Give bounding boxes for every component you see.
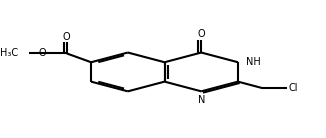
Text: Cl: Cl (289, 83, 298, 93)
Text: O: O (38, 48, 46, 58)
Text: NH: NH (246, 57, 260, 67)
Text: O: O (198, 29, 205, 39)
Text: H₃C: H₃C (0, 48, 18, 58)
Text: O: O (63, 32, 70, 42)
Text: N: N (198, 95, 205, 105)
